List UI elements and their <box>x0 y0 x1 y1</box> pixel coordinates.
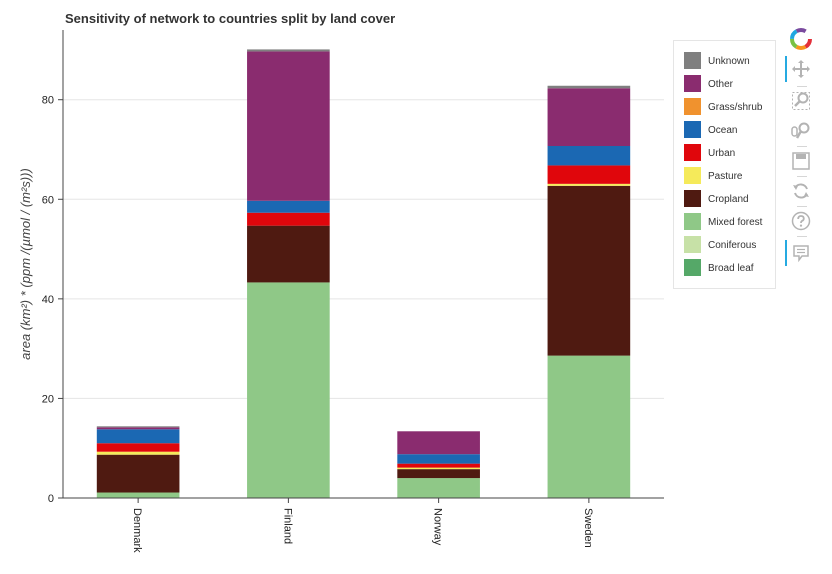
save-tool-icon[interactable] <box>788 148 814 174</box>
legend-label: Pasture <box>708 171 743 182</box>
bar-norway-cropland[interactable] <box>397 469 480 479</box>
bar-finland-urban[interactable] <box>247 212 330 226</box>
y-tick-label: 80 <box>42 95 54 107</box>
legend-label: Ocean <box>708 125 737 136</box>
x-axis-ticks: Denmark Finland Norway Sweden <box>131 498 594 553</box>
legend-swatch <box>684 98 701 115</box>
legend-label: Broad leaf <box>708 263 754 274</box>
legend-swatch <box>684 52 701 69</box>
bar-finland-mixed-forest[interactable] <box>247 282 330 498</box>
bar-sweden-cropland[interactable] <box>547 185 631 356</box>
x-tick-label: Finland <box>281 508 293 544</box>
bar-sweden-ocean[interactable] <box>547 146 631 166</box>
bar-denmark-cropland[interactable] <box>96 454 180 493</box>
legend-item-ocean[interactable]: Ocean <box>684 121 737 138</box>
legend-item-cropland[interactable]: Cropland <box>684 190 749 207</box>
pan-tool-icon[interactable] <box>785 56 814 82</box>
bar-norway-mixed-forest[interactable] <box>397 478 480 498</box>
legend-item-pasture[interactable]: Pasture <box>684 167 743 184</box>
help-tool-icon[interactable] <box>788 208 814 234</box>
legend-label: Unknown <box>708 56 750 67</box>
bar-sweden-mixed-forest[interactable] <box>547 355 631 498</box>
chart-title: Sensitivity of network to countries spli… <box>65 11 395 26</box>
bar-norway-ocean[interactable] <box>397 454 480 464</box>
legend-label: Urban <box>708 148 735 159</box>
legend-item-broad-leaf[interactable]: Broad leaf <box>684 259 754 276</box>
legend-swatch <box>684 75 701 92</box>
bar-finland-cropland[interactable] <box>247 225 330 283</box>
legend-label: Other <box>708 79 734 90</box>
bars[interactable] <box>96 49 631 498</box>
legend-swatch <box>684 121 701 138</box>
bokeh-logo-icon[interactable] <box>788 26 814 52</box>
bar-norway-other[interactable] <box>397 431 480 455</box>
y-axis-ticks: 0 20 40 60 80 <box>42 95 63 505</box>
wheel-zoom-tool-icon[interactable] <box>788 118 814 144</box>
legend-label: Coniferous <box>708 240 756 251</box>
bar-denmark-unknown[interactable] <box>96 426 180 428</box>
y-tick-label: 60 <box>42 194 54 206</box>
bar-finland-unknown[interactable] <box>247 49 330 52</box>
y-axis-label: area (km²) * (ppm /(µmol / (m²s))) <box>18 168 33 360</box>
bar-finland-other[interactable] <box>247 51 330 201</box>
bar-sweden-urban[interactable] <box>547 165 631 184</box>
reset-tool-icon[interactable] <box>788 178 814 204</box>
bar-norway-urban[interactable] <box>397 463 480 468</box>
legend-item-grass-shrub[interactable]: Grass/shrub <box>684 98 763 115</box>
bar-denmark-mixed-forest[interactable] <box>96 492 180 498</box>
x-tick-label: Sweden <box>582 508 594 548</box>
axes <box>62 30 664 499</box>
bar-denmark-pasture[interactable] <box>96 451 180 455</box>
y-tick-label: 40 <box>42 294 54 306</box>
legend-swatch <box>684 236 701 253</box>
legend-item-other[interactable]: Other <box>684 75 734 92</box>
bar-finland-ocean[interactable] <box>247 200 330 213</box>
legend-swatch <box>684 259 701 276</box>
bar-norway-pasture[interactable] <box>397 467 480 470</box>
bar-sweden-other[interactable] <box>547 88 631 147</box>
x-tick-label: Denmark <box>131 508 143 553</box>
bar-denmark-ocean[interactable] <box>96 429 180 444</box>
legend-label: Cropland <box>708 194 749 205</box>
legend-item-urban[interactable]: Urban <box>684 144 735 161</box>
bar-denmark-urban[interactable] <box>96 443 180 452</box>
bar-denmark-other[interactable] <box>96 427 180 430</box>
legend-swatch <box>684 167 701 184</box>
bar-sweden-unknown[interactable] <box>547 85 631 89</box>
hover-tool-icon[interactable] <box>785 240 814 266</box>
toolbar <box>784 24 818 274</box>
legend-item-mixed-forest[interactable]: Mixed forest <box>684 213 763 230</box>
y-tick-label: 0 <box>48 493 54 505</box>
legend-swatch <box>684 190 701 207</box>
legend[interactable]: Unknown Other Grass/shrub Ocean Urban Pasture… <box>673 40 776 289</box>
box-zoom-tool-icon[interactable] <box>788 88 814 114</box>
legend-item-unknown[interactable]: Unknown <box>684 52 750 69</box>
legend-label: Mixed forest <box>708 217 763 228</box>
x-tick-label: Norway <box>432 508 444 546</box>
legend-item-coniferous[interactable]: Coniferous <box>684 236 756 253</box>
legend-swatch <box>684 144 701 161</box>
bar-sweden-pasture[interactable] <box>547 183 631 186</box>
legend-label: Grass/shrub <box>708 102 763 113</box>
legend-swatch <box>684 213 701 230</box>
y-tick-label: 20 <box>42 393 54 405</box>
